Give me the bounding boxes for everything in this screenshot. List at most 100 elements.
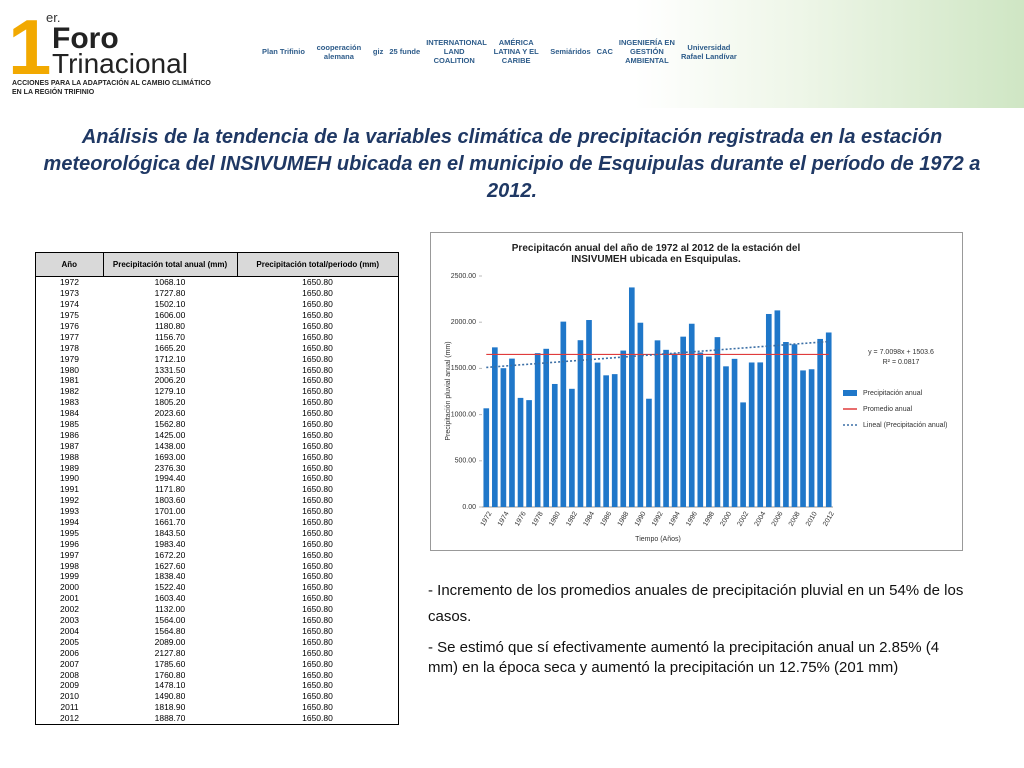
bar (808, 369, 815, 507)
table-cell: 1650.80 (302, 549, 333, 560)
table-cell: 1997 (60, 549, 79, 560)
x-tick-label: 2012 (822, 511, 836, 528)
bar (526, 400, 532, 507)
bar (492, 347, 498, 507)
table-cell: 1650.80 (302, 364, 333, 375)
x-tick-label: 1978 (531, 511, 545, 528)
table-row: 1992 1803.60 1650.80 (36, 495, 399, 506)
table-cell: 2001 (60, 593, 79, 604)
table-cell: 1650.80 (302, 310, 333, 321)
table-cell: 1998 (60, 560, 79, 571)
table-cell: 1650.80 (302, 484, 333, 495)
bar (723, 366, 729, 507)
table-cell: 1650.80 (302, 299, 333, 310)
table-header: Año Precipitación total anual (mm) Precipi… (35, 252, 399, 277)
bar (800, 370, 806, 507)
table-cell: 1650.80 (302, 702, 333, 713)
table-cell: 1132.00 (154, 604, 186, 615)
table-cell: 2012 (60, 713, 79, 724)
table-cell: 1438.00 (154, 440, 186, 451)
table-cell: 1650.80 (302, 636, 333, 647)
annotation: R² = 0.0817 (883, 359, 920, 366)
table-cell: 1650.80 (302, 680, 333, 691)
bar (603, 375, 609, 507)
bar (791, 344, 798, 507)
table-cell: 1993 (60, 506, 79, 517)
bar (628, 287, 635, 507)
legend-swatch (843, 390, 857, 396)
bar (680, 336, 687, 507)
x-tick-label: 1996 (685, 511, 699, 528)
table-cell: 1564.00 (154, 615, 186, 626)
table-cell: 1818.90 (154, 702, 186, 713)
table-row: 2003 1564.00 1650.80 (36, 615, 399, 626)
table-cell: 1989 (60, 462, 79, 473)
table-cell: 1991 (60, 484, 79, 495)
table-cell: 1838.40 (154, 571, 186, 582)
table-cell: 1995 (60, 527, 79, 538)
bar (671, 353, 678, 507)
table-row: 1996 1983.40 1650.80 (36, 538, 399, 549)
bar (817, 338, 823, 507)
table-cell: 1425.00 (154, 429, 186, 440)
table-row: 1977 1156.70 1650.80 (36, 331, 399, 342)
table-row: 1978 1665.20 1650.80 (36, 342, 399, 353)
table-row: 2004 1564.80 1650.80 (36, 626, 399, 637)
table-cell: 1972 (60, 277, 79, 288)
table-cell: 1180.80 (154, 321, 186, 331)
table-row: 1976 1180.80 1650.80 (36, 321, 399, 332)
table-cell: 1994 (60, 517, 79, 528)
table-cell: 1974 (60, 299, 79, 310)
table-cell: 1478.10 (154, 680, 186, 691)
x-tick-label: 1982 (565, 511, 579, 528)
y-tick-label: 2500.00 (451, 273, 476, 280)
table-cell: 1650.80 (302, 691, 333, 702)
table-cell: 1987 (60, 440, 79, 451)
table-row: 1989 2376.30 1650.80 (36, 462, 399, 473)
table-cell: 1650.80 (302, 713, 333, 724)
bar (748, 362, 755, 507)
table-row: 1994 1661.70 1650.80 (36, 517, 399, 528)
bar (654, 340, 661, 507)
table-row: 1984 2023.60 1650.80 (36, 408, 399, 419)
bar (646, 398, 652, 507)
y-axis-label: Precipitación pluvial anual (mm) (445, 341, 452, 440)
y-tick-label: 500.00 (455, 458, 477, 465)
table-row: 2008 1760.80 1650.80 (36, 669, 399, 680)
table-row: 1999 1838.40 1650.80 (36, 571, 399, 582)
x-tick-label: 1988 (617, 511, 631, 528)
bar (517, 397, 524, 507)
table-cell: 2004 (60, 625, 79, 636)
table-cell: 1650.80 (302, 593, 333, 604)
table-cell: 1650.80 (302, 538, 333, 549)
table-cell: 1650.80 (302, 331, 333, 342)
table-row: 2006 2127.80 1650.80 (36, 647, 399, 658)
table-row: 2005 2089.00 1650.80 (36, 636, 399, 647)
table-cell: 1650.80 (302, 506, 333, 517)
table-cell: 1650.80 (302, 321, 333, 331)
table-cell: 2007 (60, 658, 79, 669)
x-tick-label: 1972 (480, 511, 494, 528)
x-tick-label: 1984 (582, 511, 596, 528)
partner-logo: giz (372, 47, 384, 56)
logo-line: Trinacional (52, 48, 188, 79)
x-tick-label: 1990 (634, 511, 648, 528)
table-cell: 1502.10 (154, 299, 186, 310)
table-row: 1988 1693.00 1650.80 (36, 451, 399, 462)
table-cell: 1603.40 (154, 593, 186, 604)
x-tick-label: 1976 (514, 511, 528, 528)
bar (620, 350, 627, 507)
table-cell: 1564.80 (154, 625, 186, 636)
table-row: 2012 1888.70 1650.80 (36, 713, 399, 724)
table-row: 1980 1331.50 1650.80 (36, 364, 399, 375)
bar (714, 337, 721, 507)
partner-logo: INTERNATIONAL LAND COALITION (426, 38, 487, 65)
table-row: 2007 1785.60 1650.80 (36, 658, 399, 669)
x-tick-label: 2008 (788, 511, 802, 528)
y-tick-label: 1500.00 (451, 365, 476, 372)
y-tick-label: 0.00 (462, 504, 476, 511)
table-cell: 1650.80 (302, 527, 333, 538)
table-row: 2001 1603.40 1650.80 (36, 593, 399, 604)
table-cell: 1650.80 (302, 473, 333, 484)
table-cell: 1712.10 (154, 353, 186, 364)
